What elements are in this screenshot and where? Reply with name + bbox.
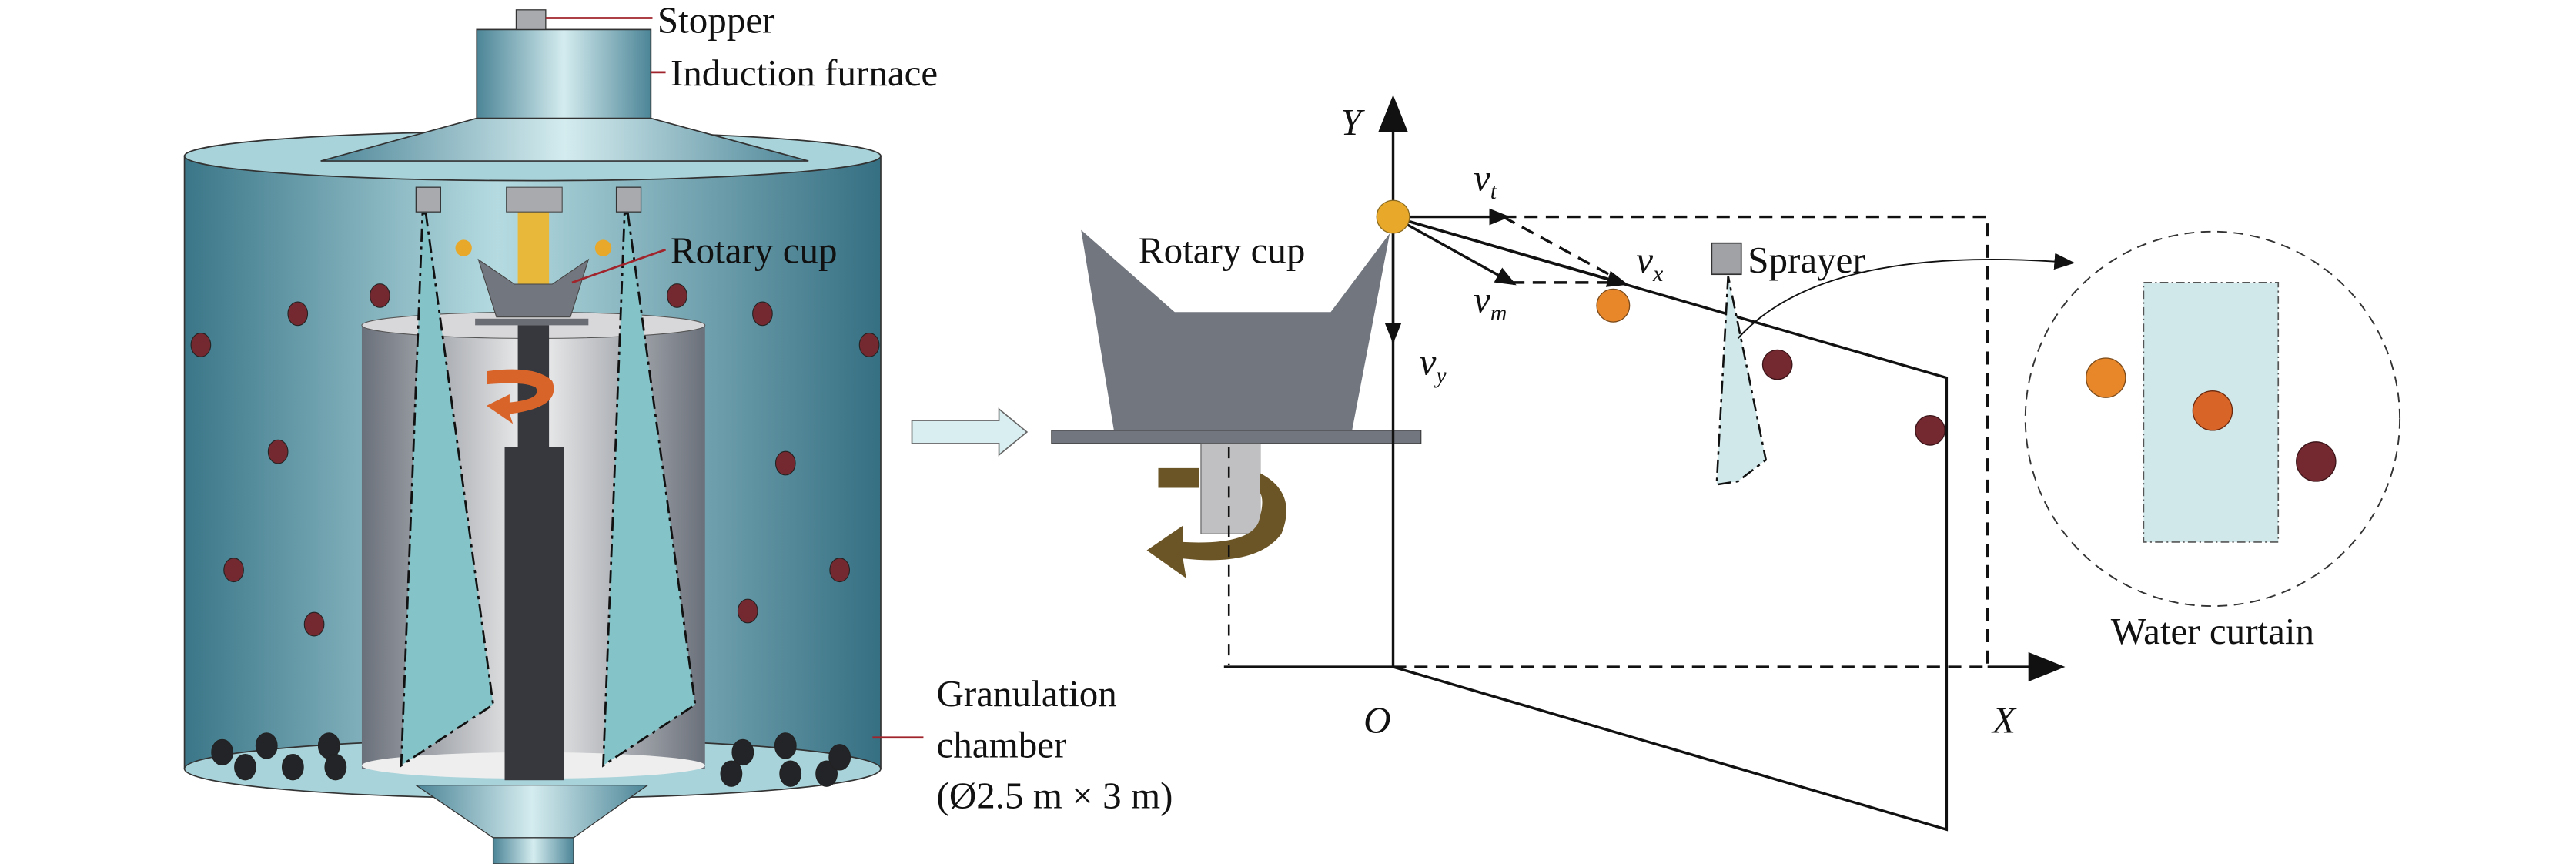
sprayer: [1711, 242, 1742, 276]
settled-particle: [281, 753, 304, 781]
water-curtain-right: [602, 212, 697, 768]
velocity-vectors: [1384, 208, 1629, 344]
motor-shaft: [504, 447, 564, 781]
solid-particle: [267, 439, 289, 464]
solid-particle: [303, 611, 325, 637]
vx-vector: [1393, 215, 1629, 287]
furnace-label: Induction furnace: [671, 52, 938, 94]
solid-particle: [1761, 349, 1793, 380]
cup-plate: [475, 318, 589, 326]
water-curtain-label: Water curtain: [2111, 610, 2314, 652]
settled-particles: [211, 732, 851, 787]
zoom-arrow-icon: [911, 407, 1029, 457]
molten-droplet: [594, 239, 612, 256]
solid-particle: [752, 301, 773, 327]
origin-label: O: [1363, 698, 1390, 741]
sprayer-right: [615, 186, 642, 213]
cup-plate-large: [1051, 430, 1422, 444]
solid-particle: [287, 301, 309, 327]
leader-lines: [545, 17, 924, 739]
melt-stream: [517, 212, 550, 285]
outlet-pipe: [492, 837, 574, 864]
settled-particle: [255, 732, 278, 759]
rotary-cup-large: [1081, 229, 1390, 430]
origin-droplet: [1376, 199, 1410, 234]
settled-particle: [324, 753, 347, 781]
sprayer-left: [415, 186, 441, 213]
rotary-cup-label: Rotary cup: [671, 229, 838, 271]
settled-particle: [211, 738, 234, 766]
settled-particle: [720, 760, 743, 787]
cooling-particle: [2192, 390, 2233, 431]
vm-label: vm: [1474, 278, 1507, 326]
solid-particle: [774, 450, 796, 476]
settled-particle: [731, 738, 754, 766]
stopper-label: Stopper: [657, 0, 775, 42]
y-axis-label: Y: [1340, 101, 1365, 143]
settled-particle: [234, 753, 256, 781]
vx-label: vx: [1636, 239, 1664, 286]
magnified-view: [2024, 230, 2401, 608]
solid-particle: [1915, 415, 1945, 446]
solid-particle: [223, 558, 244, 583]
solid-particle: [737, 598, 758, 624]
outlet-cone: [414, 784, 650, 839]
solid-particle: [370, 283, 390, 308]
magnify-arrow: [1737, 253, 2076, 340]
vt-label: vt: [1474, 156, 1497, 204]
molten-droplet: [455, 239, 472, 256]
settled-particle: [774, 732, 797, 759]
solid-particle: [829, 558, 851, 583]
solid-particles: [190, 283, 880, 637]
solid-particle: [667, 283, 687, 308]
x-axis-label: X: [1991, 698, 2017, 741]
solid-particle: [2296, 441, 2337, 482]
solid-particle: [190, 333, 212, 357]
solid-particle: [858, 333, 880, 357]
nozzle: [506, 186, 563, 213]
chamber-label-3: (Ø2.5 m × 3 m): [937, 774, 1173, 816]
settled-particle: [779, 760, 802, 787]
chamber-label-1: Granulation: [937, 672, 1117, 715]
water-curtain-jet: [1715, 276, 1768, 486]
rotary-cup-label-large: Rotary cup: [1139, 229, 1306, 271]
sprayer-label: Sprayer: [1748, 239, 1865, 281]
settled-particle: [815, 760, 838, 787]
coordinate-axes: [1223, 95, 2066, 832]
rotation-arrow-icon: [487, 369, 554, 424]
shaft-large: [1200, 443, 1261, 534]
hot-particle: [2086, 357, 2126, 398]
vm-vector: [1392, 216, 1517, 286]
water-curtain-left: [400, 212, 495, 768]
hot-particle: [1596, 288, 1631, 323]
chamber-label-2: chamber: [937, 723, 1067, 765]
settled-particle: [828, 744, 851, 771]
induction-furnace: [476, 28, 652, 119]
vy-label: vy: [1420, 340, 1447, 388]
rotary-cup: [477, 258, 590, 318]
stopper: [515, 9, 547, 31]
rotation-arrow-icon: [1146, 467, 1286, 578]
